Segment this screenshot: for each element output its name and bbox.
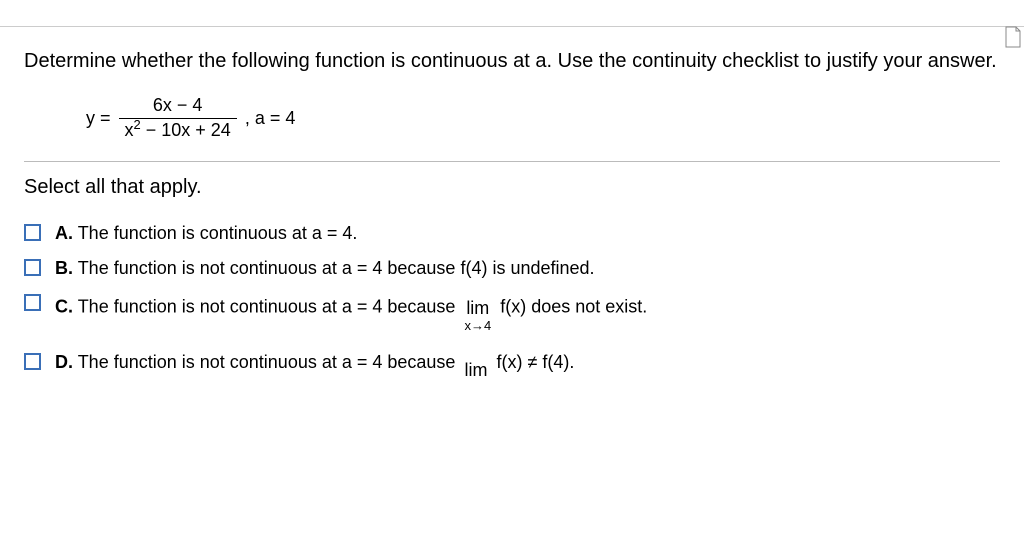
option-c-limit: lim x→4 [464, 299, 491, 332]
option-d-text-after: f(x) ≠ f(4). [496, 352, 574, 372]
option-a-checkbox[interactable] [24, 224, 41, 241]
options-list: A. The function is continuous at a = 4. … [24, 221, 1000, 376]
option-a-text: The function is continuous at a = 4. [78, 223, 358, 243]
instruction-text: Select all that apply. [24, 176, 1000, 199]
option-c-lim-sub: x→4 [464, 319, 491, 332]
option-c-text-after: f(x) does not exist. [500, 296, 647, 316]
option-c-letter: C. [55, 296, 73, 316]
option-d-text-before: The function is not continuous at a = 4 … [78, 352, 461, 372]
equation-fraction: 6x − 4 x2 − 10x + 24 [119, 96, 237, 141]
option-a-row: A. The function is continuous at a = 4. [24, 221, 1000, 246]
equation-numerator: 6x − 4 [119, 96, 237, 119]
den-exp: 2 [134, 117, 141, 132]
option-b-text: The function is not continuous at a = 4 … [78, 258, 595, 278]
equation-after: , a = 4 [245, 108, 296, 129]
equation-lhs: y = [86, 108, 111, 129]
question-container: Determine whether the following function… [0, 27, 1024, 375]
den-rest: − 10x + 24 [141, 120, 231, 140]
option-d-letter: D. [55, 352, 73, 372]
equation: y = 6x − 4 x2 − 10x + 24 , a = 4 [24, 86, 1000, 155]
option-d-lim-word: lim [464, 361, 487, 379]
option-b-row: B. The function is not continuous at a =… [24, 256, 1000, 281]
section-divider [24, 161, 1000, 162]
equation-denominator: x2 − 10x + 24 [119, 119, 237, 141]
page-icon [1004, 26, 1022, 48]
option-c-checkbox[interactable] [24, 294, 41, 311]
option-a-letter: A. [55, 223, 73, 243]
option-b-letter: B. [55, 258, 73, 278]
option-b-checkbox[interactable] [24, 259, 41, 276]
question-prompt: Determine whether the following function… [24, 47, 1000, 76]
option-d-row: D. The function is not continuous at a =… [24, 350, 1000, 375]
option-c-row: C. The function is not continuous at a =… [24, 291, 1000, 324]
option-c-lim-word: lim [466, 299, 489, 317]
option-d-limit: lim [464, 361, 487, 381]
option-c-text-before: The function is not continuous at a = 4 … [78, 296, 461, 316]
den-x: x [125, 120, 134, 140]
option-d-checkbox[interactable] [24, 353, 41, 370]
